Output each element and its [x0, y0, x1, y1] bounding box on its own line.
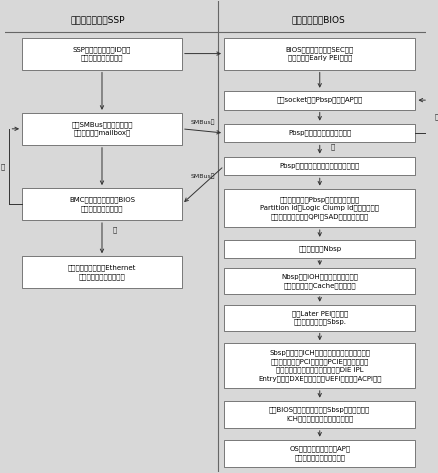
FancyBboxPatch shape [224, 91, 416, 110]
Text: 设置分区成功，通过Ethernet
返回相应数据到管理界面: 设置分区成功，通过Ethernet 返回相应数据到管理界面 [68, 264, 136, 280]
Text: 带外管理子系统SSP: 带外管理子系统SSP [71, 16, 125, 25]
FancyBboxPatch shape [224, 401, 416, 428]
Text: Sbsp负责完成ICH激活并初始化，以及内存初始
化，扫描并枚举PCI主桥下的PCIE设备，分派总
线信息，进行资源汇总，之后进入DIE IPL
Entry，装: Sbsp负责完成ICH激活并初始化，以及内存初始 化，扫描并枚举PCI主桥下的P… [258, 350, 381, 382]
Text: 每个socket选出Pbsp，其他AP等待: 每个socket选出Pbsp，其他AP等待 [277, 97, 363, 104]
Text: BMC读取寄存器，查看BIOS
是否读取了分区信息？: BMC读取寄存器，查看BIOS 是否读取了分区信息？ [69, 196, 135, 211]
FancyBboxPatch shape [22, 188, 182, 220]
FancyBboxPatch shape [224, 189, 416, 227]
FancyBboxPatch shape [22, 256, 182, 288]
FancyBboxPatch shape [224, 343, 416, 388]
Text: 否: 否 [434, 114, 438, 120]
Text: 通过SMBus把配置分区信息
写入通信区（mailbox）: 通过SMBus把配置分区信息 写入通信区（mailbox） [71, 121, 133, 136]
Text: 进入Later PEI阶段，每
个分区选出自己的Sbsp.: 进入Later PEI阶段，每 个分区选出自己的Sbsp. [292, 310, 348, 325]
Text: SMBus写: SMBus写 [191, 120, 215, 125]
FancyBboxPatch shape [224, 439, 416, 467]
Text: 是: 是 [330, 144, 335, 150]
Text: SMBus读: SMBus读 [191, 174, 215, 179]
FancyBboxPatch shape [22, 37, 182, 70]
Text: SSP启动，配置设备ID，完
成初始化，对节点开机: SSP启动，配置设备ID，完 成初始化，对节点开机 [73, 46, 131, 61]
Text: 根据分区信息，Pbsp对相关设备设置的
Partition Id和Logic Clump Id设置与其他节
点的访问链路，完成QPI、SAD路由表的配置。: 根据分区信息，Pbsp对相关设备设置的 Partition Id和Logic C… [260, 196, 379, 220]
Text: Pbsp读取分区信息，并把标志位置位。: Pbsp读取分区信息，并把标志位置位。 [279, 163, 360, 169]
FancyBboxPatch shape [224, 157, 416, 175]
Text: 进入BIOS阶段，每个分区的Sbsp装在该节点上
ICH下挂在的硬盘中的操作系统。: 进入BIOS阶段，每个分区的Sbsp装在该节点上 ICH下挂在的硬盘中的操作系统… [269, 407, 371, 422]
Text: 带内引导系统BIOS: 带内引导系统BIOS [292, 16, 346, 25]
Text: BIOS开始执行，完成SEC的设
检置，进入Early PEI阶段。: BIOS开始执行，完成SEC的设 检置，进入Early PEI阶段。 [286, 46, 354, 61]
FancyBboxPatch shape [224, 123, 416, 142]
FancyBboxPatch shape [22, 113, 182, 145]
FancyBboxPatch shape [224, 37, 416, 70]
FancyBboxPatch shape [224, 305, 416, 331]
Text: 是: 是 [113, 226, 117, 233]
FancyBboxPatch shape [224, 240, 416, 258]
Text: Pbsp查看分区信息是否有效？: Pbsp查看分区信息是否有效？ [288, 130, 351, 136]
Text: 非: 非 [1, 163, 5, 170]
FancyBboxPatch shape [224, 268, 416, 294]
Text: OS启动后，唤醒所有的AP进
入集合点，完成分区启动。: OS启动后，唤醒所有的AP进 入集合点，完成分区启动。 [289, 446, 350, 461]
Text: Nbsp完成IOH初始化，描绘节点内
拓扑结构，设置Cache一致性等。: Nbsp完成IOH初始化，描绘节点内 拓扑结构，设置Cache一致性等。 [281, 273, 358, 289]
Text: 每个节点选出Nbsp: 每个节点选出Nbsp [298, 245, 341, 252]
